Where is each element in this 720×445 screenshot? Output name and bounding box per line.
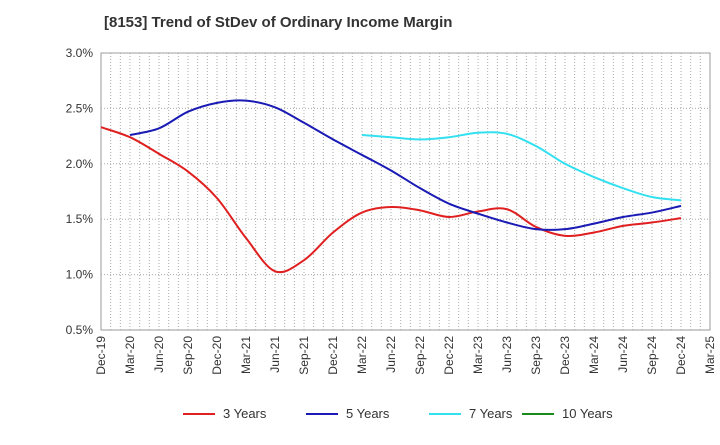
grid-layer xyxy=(101,52,710,330)
x-tick-label: Sep-22 xyxy=(413,336,427,375)
series-layer xyxy=(100,99,682,274)
axis-layer: 0.5% 1.0% 1.5% 2.0% 2.5% 3.0% Dec-19 Mar-20 Jun-… xyxy=(66,46,717,375)
x-tick-label: Sep-20 xyxy=(181,336,195,375)
x-tick-label: Dec-20 xyxy=(210,336,224,375)
x-tick-label: Mar-25 xyxy=(703,336,717,374)
x-tick-label: Dec-22 xyxy=(442,336,456,375)
legend-label: 5 Years xyxy=(346,406,390,421)
legend-label: 3 Years xyxy=(223,406,267,421)
series-line-5-years xyxy=(129,99,682,231)
x-tick-label: Sep-21 xyxy=(297,336,311,375)
x-tick-label: Jun-20 xyxy=(152,336,166,373)
y-tick-label: 1.5% xyxy=(66,212,94,226)
x-tick-label: Mar-23 xyxy=(471,336,485,374)
y-tick-label: 1.0% xyxy=(66,268,94,282)
legend-label: 10 Years xyxy=(562,406,613,421)
x-tick-label: Sep-23 xyxy=(529,336,543,375)
x-tick-label: Mar-20 xyxy=(123,336,137,374)
legend-label: 7 Years xyxy=(469,406,513,421)
x-tick-label: Jun-23 xyxy=(500,336,514,373)
x-tick-label: Jun-22 xyxy=(384,336,398,373)
legend: 3 Years 5 Years 7 Years 10 Years xyxy=(183,406,613,421)
x-tick-label: Dec-24 xyxy=(674,336,688,375)
plot-area xyxy=(100,52,711,331)
x-tick-label: Dec-23 xyxy=(558,336,572,375)
y-tick-label: 2.5% xyxy=(66,101,94,115)
x-tick-label: Mar-24 xyxy=(587,336,601,374)
x-tick-label: Dec-19 xyxy=(94,336,108,375)
x-tick-label: Mar-22 xyxy=(355,336,369,374)
x-tick-label: Jun-24 xyxy=(616,336,630,373)
x-tick-label: Sep-24 xyxy=(645,336,659,375)
chart-title: [8153] Trend of StDev of Ordinary Income… xyxy=(104,14,453,31)
y-tick-label: 0.5% xyxy=(66,323,94,337)
series-line-3-years xyxy=(100,126,682,274)
x-tick-label: Dec-21 xyxy=(326,336,340,375)
series-line-7-years xyxy=(361,131,682,202)
y-tick-label: 2.0% xyxy=(66,157,94,171)
y-tick-label: 3.0% xyxy=(66,46,94,60)
x-tick-label: Mar-21 xyxy=(239,336,253,374)
x-tick-label: Jun-21 xyxy=(268,336,282,373)
